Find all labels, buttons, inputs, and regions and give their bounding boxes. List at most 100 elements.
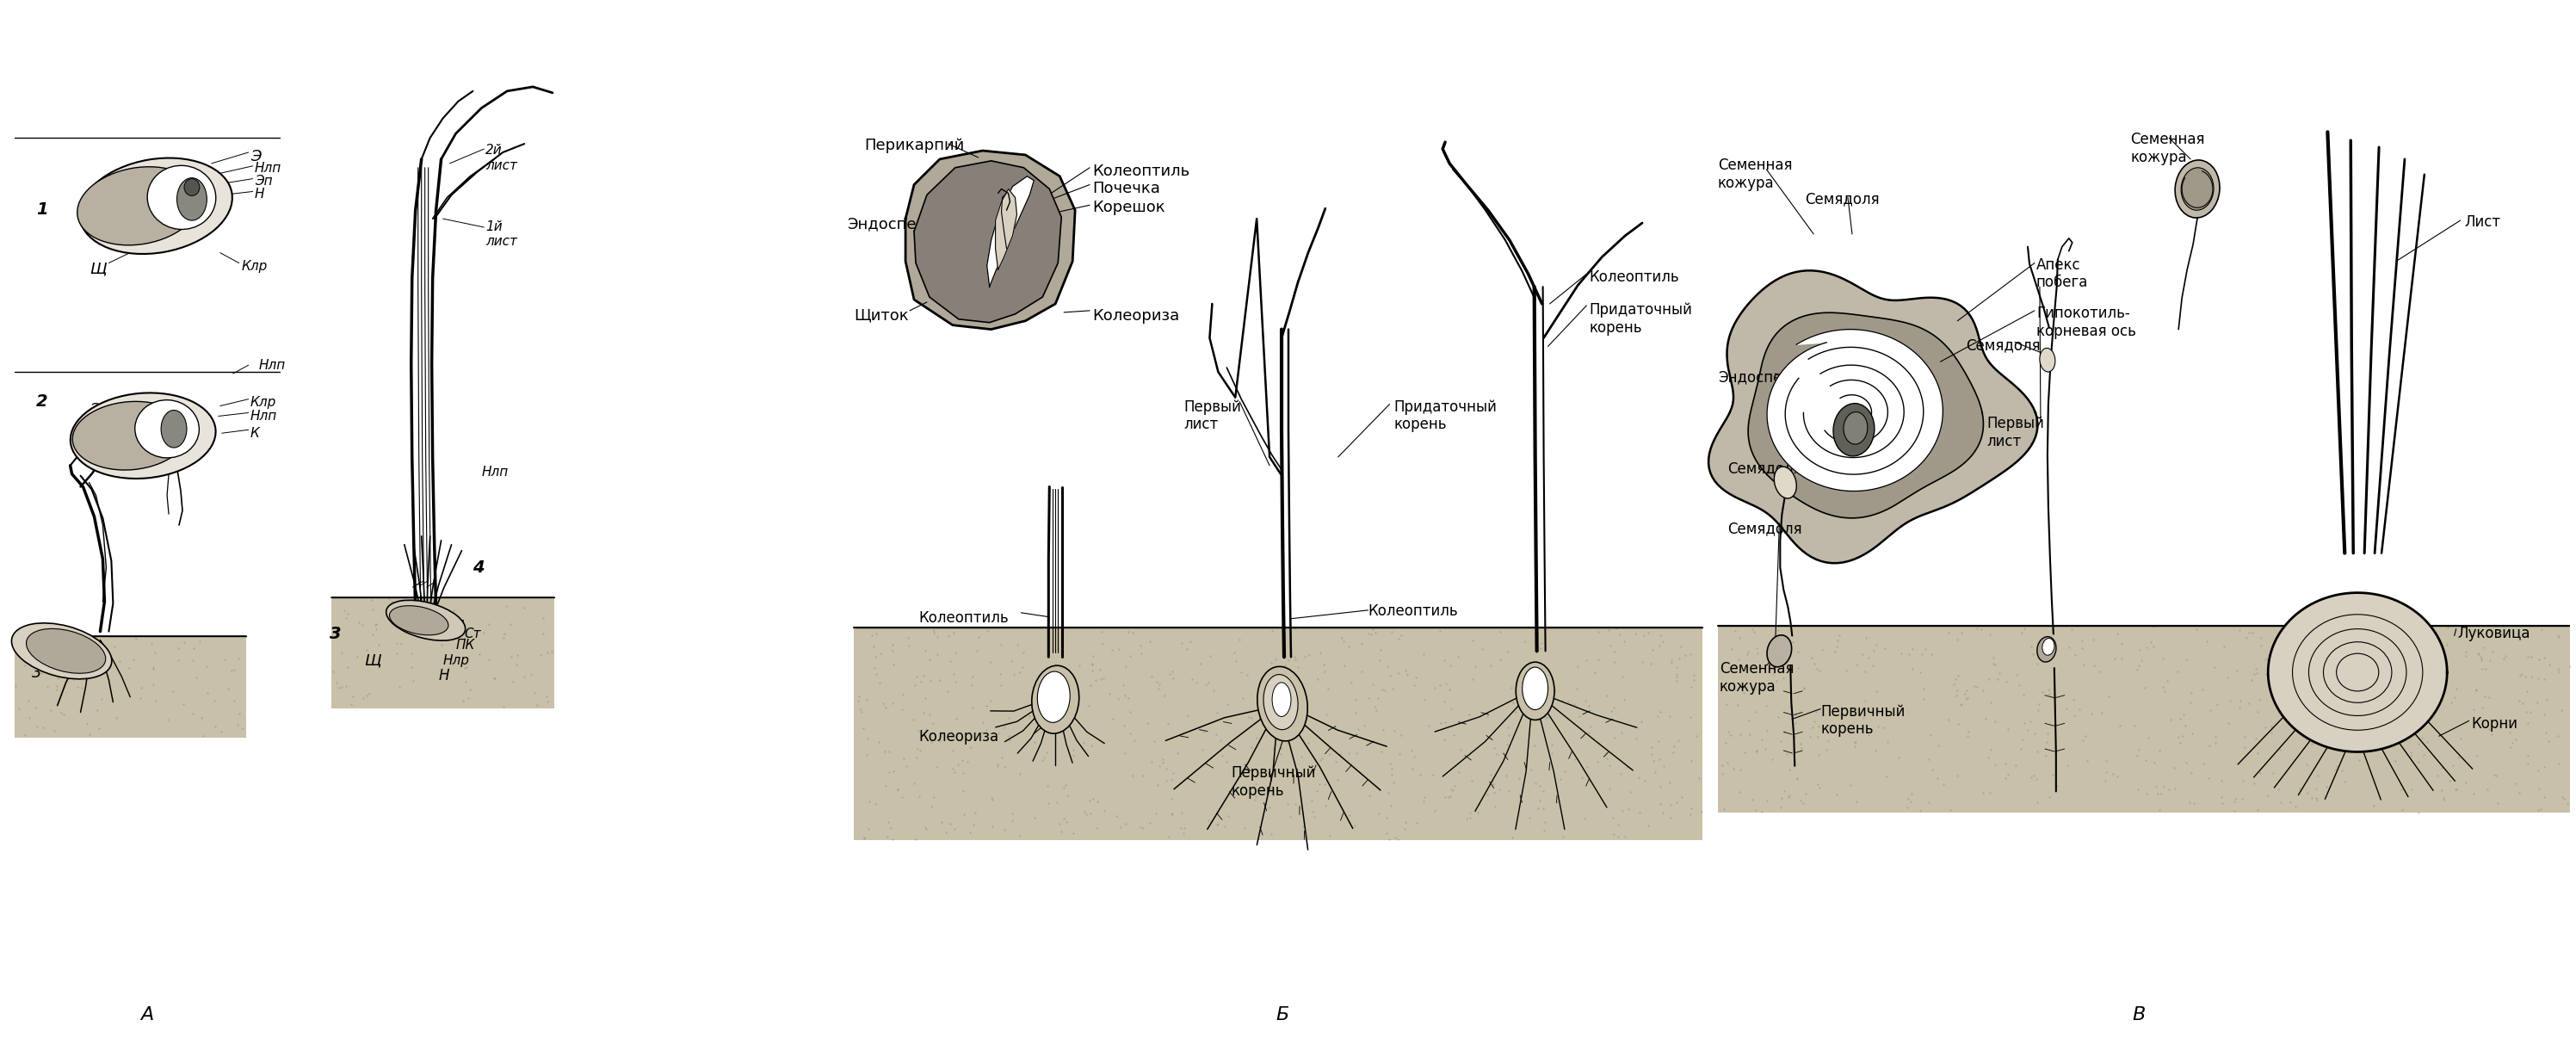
Point [1082,669,1123,686]
Point [1404,788,1445,805]
Point [1224,779,1265,796]
Point [2099,717,2141,734]
Point [1540,770,1582,787]
Point [1167,707,1208,724]
Point [1324,657,1365,674]
Point [1133,733,1175,749]
Point [2087,688,2128,705]
Point [214,661,255,678]
Point [1126,715,1167,731]
Point [2056,646,2097,663]
Point [1520,792,1561,809]
Point [1530,744,1571,761]
Point [914,789,956,806]
Point [912,734,953,750]
Point [2421,789,2463,806]
Point [1862,719,1904,736]
Point [2259,742,2300,759]
Point [510,666,551,683]
Point [206,680,247,697]
Point [1793,655,1834,672]
Point [1334,692,1376,708]
Point [1832,722,1873,739]
Point [2259,633,2300,650]
Point [912,715,953,731]
Point [1674,666,1716,683]
Point [1899,663,1940,680]
Point [1968,749,2009,766]
Point [1337,721,1378,738]
Point [2298,709,2339,726]
Point [1589,702,1631,719]
Point [1747,722,1788,739]
Point [1151,806,1193,823]
Point [1747,792,1788,809]
Point [1319,745,1360,762]
Point [956,642,997,659]
Point [1945,682,1986,699]
Point [1043,810,1084,827]
Point [2434,781,2476,798]
Point [1012,809,1054,826]
Point [1131,754,1172,770]
Point [1765,723,1806,740]
Point [1989,721,2030,738]
Point [971,654,1012,671]
Text: Первичный
корень: Первичный корень [1821,704,1906,737]
Point [1945,685,1986,702]
Point [999,663,1041,680]
Point [2347,628,2388,645]
Point [10,652,52,668]
Point [2061,632,2102,648]
Point [1736,640,1777,657]
Point [2303,676,2344,693]
Point [2339,643,2380,660]
Point [1973,656,2014,673]
Point [1105,658,1146,675]
Point [1589,757,1631,774]
Point [62,631,103,647]
Point [118,689,160,706]
Point [999,828,1041,845]
Point [1368,658,1409,675]
Point [1337,745,1378,762]
Point [878,781,920,798]
Point [907,821,948,838]
Point [2200,772,2241,789]
Point [44,706,85,723]
Point [1172,671,1213,687]
Point [1901,646,1942,663]
Point [70,725,111,742]
Point [1953,678,1994,695]
Point [1236,788,1278,805]
Point [1180,656,1221,673]
Ellipse shape [1515,662,1553,720]
Point [868,743,909,760]
Point [912,624,953,641]
Point [2017,696,2058,713]
Point [2512,667,2553,684]
Point [54,671,95,687]
Point [1028,795,1069,811]
Text: Семядоля: Семядоля [1728,521,1803,536]
Point [1157,745,1198,762]
Point [1656,659,1698,676]
Point [1391,742,1432,759]
Point [2499,693,2540,709]
Point [1077,792,1118,809]
Point [1968,784,2009,801]
Point [1074,672,1115,688]
Point [1394,677,1435,694]
Point [2388,696,2429,713]
Point [1888,645,1929,662]
Point [214,692,255,708]
Point [2009,714,2050,730]
Point [2197,696,2239,713]
Point [1164,820,1206,837]
Point [59,631,100,647]
Point [2432,694,2473,710]
Point [422,636,464,653]
Point [1669,646,1710,663]
Point [204,651,245,667]
Point [2360,668,2401,685]
